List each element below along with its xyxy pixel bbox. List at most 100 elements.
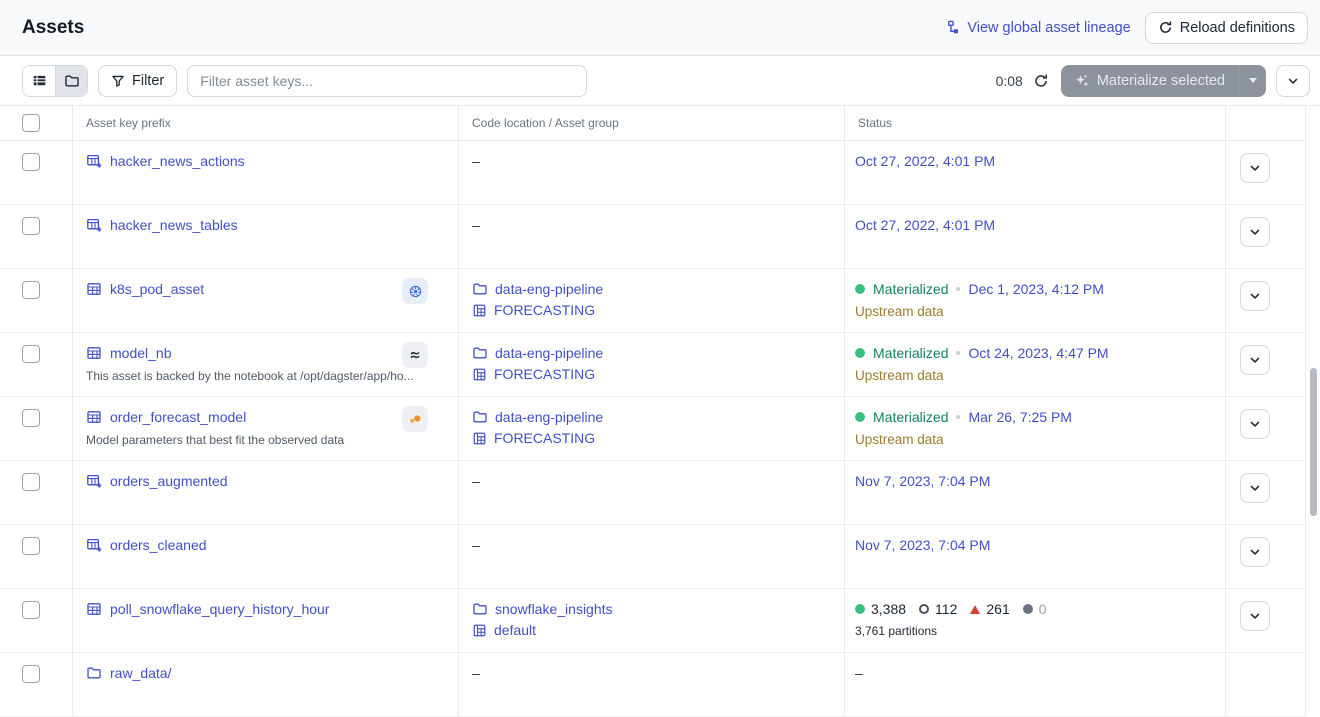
code-location-link[interactable]: data-eng-pipeline <box>472 281 844 297</box>
row-checkbox[interactable] <box>22 473 40 491</box>
materialization-timestamp-link[interactable]: Mar 26, 7:25 PM <box>968 409 1072 425</box>
materialization-timestamp-link[interactable]: Oct 27, 2022, 4:01 PM <box>855 153 996 169</box>
row-checkbox[interactable] <box>22 281 40 299</box>
upstream-data-label: Upstream data <box>855 304 944 319</box>
table-row: hacker_news_actions – Oct 27, 2022, 4:01 … <box>0 141 1306 205</box>
row-checkbox[interactable] <box>22 409 40 427</box>
chevron-down-icon <box>1248 545 1262 559</box>
column-header-code-location: Code location / Asset group <box>459 106 845 140</box>
row-expand-button[interactable] <box>1240 281 1270 311</box>
lineage-icon <box>945 20 960 35</box>
table-body: hacker_news_actions – Oct 27, 2022, 4:01 … <box>0 141 1320 717</box>
folder-view-button[interactable] <box>55 65 87 96</box>
materialization-timestamp-link[interactable]: Oct 27, 2022, 4:01 PM <box>855 217 996 233</box>
toolbar-collapse-button[interactable] <box>1276 64 1310 97</box>
asset-group-link[interactable]: default <box>472 622 844 638</box>
column-header-actions <box>1226 106 1306 140</box>
row-expand-button[interactable] <box>1240 473 1270 503</box>
row-expand-button[interactable] <box>1240 153 1270 183</box>
refresh-icon <box>1033 73 1049 89</box>
partition-count-dot-green: 3,388 <box>855 601 906 617</box>
reload-definitions-button[interactable]: Reload definitions <box>1144 11 1308 44</box>
asset-key-link[interactable]: model_nb <box>110 345 172 361</box>
row-checkbox[interactable] <box>22 537 40 555</box>
materialize-dropdown-button[interactable] <box>1238 64 1266 97</box>
separator-dot-icon <box>956 351 961 355</box>
row-checkbox[interactable] <box>22 153 40 171</box>
row-checkbox[interactable] <box>22 345 40 363</box>
asset-group-link[interactable]: FORECASTING <box>472 430 844 446</box>
list-view-icon <box>32 73 47 88</box>
asset-group-link[interactable]: FORECASTING <box>472 366 844 382</box>
materialized-dot-icon <box>855 348 865 358</box>
asset-key-link[interactable]: poll_snowflake_query_history_hour <box>110 601 330 617</box>
table-row: orders_augmented – Nov 7, 2023, 7:04 PM <box>0 461 1306 525</box>
view-global-asset-lineage-link[interactable]: View global asset lineage <box>945 19 1131 36</box>
table-row: model_nb This asset is backed by the not… <box>0 333 1306 397</box>
table-header: Asset key prefix Code location / Asset g… <box>0 106 1306 141</box>
asset-group-link[interactable]: FORECASTING <box>472 302 844 318</box>
list-view-button[interactable] <box>23 65 55 96</box>
lineage-link-label: View global asset lineage <box>967 19 1131 36</box>
materialization-timestamp-link[interactable]: Nov 7, 2023, 7:04 PM <box>855 473 991 489</box>
asset-description: Model parameters that best fit the obser… <box>86 433 345 447</box>
asset-group-icon <box>472 623 487 638</box>
asset-group-icon <box>472 367 487 382</box>
asset-key-link[interactable]: hacker_news_tables <box>110 217 238 233</box>
table-plus-icon <box>86 153 102 169</box>
reload-definitions-label: Reload definitions <box>1179 19 1295 36</box>
table-row: raw_data/ – – <box>0 653 1306 717</box>
table-row: hacker_news_tables – Oct 27, 2022, 4:01 P… <box>0 205 1306 269</box>
materialization-timestamp-link[interactable]: Oct 24, 2023, 4:47 PM <box>968 345 1109 361</box>
refresh-icon <box>1158 20 1173 35</box>
filter-button[interactable]: Filter <box>98 64 178 97</box>
materialized-status-label: Materialized <box>873 409 949 425</box>
code-location-link[interactable]: snowflake_insights <box>472 601 844 617</box>
row-expand-button[interactable] <box>1240 537 1270 567</box>
row-checkbox[interactable] <box>22 601 40 619</box>
triangle-red-icon <box>970 604 981 614</box>
asset-key-link[interactable]: k8s_pod_asset <box>110 281 205 297</box>
empty-location: – <box>472 473 480 489</box>
table-icon <box>86 281 102 297</box>
asset-filter-input[interactable] <box>187 64 588 97</box>
row-expand-button[interactable] <box>1240 217 1270 247</box>
materialize-selected-label: Materialize selected <box>1096 72 1225 89</box>
asset-key-link[interactable]: hacker_news_actions <box>110 153 245 169</box>
materialize-selected-button[interactable]: Materialize selected <box>1061 65 1238 97</box>
chevron-down-icon <box>1248 481 1262 495</box>
code-location-link[interactable]: data-eng-pipeline <box>472 345 844 361</box>
table-plus-icon <box>86 537 102 553</box>
row-expand-button[interactable] <box>1240 601 1270 631</box>
row-checkbox[interactable] <box>22 217 40 235</box>
kubernetes-badge-icon <box>402 278 428 304</box>
table-row: orders_cleaned – Nov 7, 2023, 7:04 PM <box>0 525 1306 589</box>
page-header: Assets View global asset lineage Reload … <box>0 0 1320 56</box>
partition-count-dot-gray: 0 <box>1022 601 1047 617</box>
select-all-checkbox[interactable] <box>22 114 40 132</box>
scrollbar-thumb[interactable] <box>1310 368 1317 516</box>
code-location-link[interactable]: data-eng-pipeline <box>472 409 844 425</box>
materialization-timestamp-link[interactable]: Dec 1, 2023, 4:12 PM <box>968 281 1104 297</box>
folder-view-icon <box>64 73 80 89</box>
materialized-status-label: Materialized <box>873 345 949 361</box>
asset-key-link[interactable]: orders_cleaned <box>110 537 207 553</box>
chevron-down-icon <box>1248 289 1262 303</box>
asset-key-link[interactable]: raw_data/ <box>110 665 172 681</box>
asset-group-icon <box>472 431 487 446</box>
folder-icon <box>472 601 488 617</box>
table-icon <box>86 601 102 617</box>
partition-count-triangle-red: 261 <box>970 601 1010 617</box>
asset-key-link[interactable]: orders_augmented <box>110 473 228 489</box>
materialization-timestamp-link[interactable]: Nov 7, 2023, 7:04 PM <box>855 537 991 553</box>
row-checkbox[interactable] <box>22 665 40 683</box>
funnel-icon <box>111 74 125 88</box>
chevron-down-icon <box>1248 353 1262 367</box>
row-expand-button[interactable] <box>1240 409 1270 439</box>
empty-location: – <box>472 537 480 553</box>
refresh-button[interactable] <box>1031 71 1051 91</box>
dot-gray-icon <box>1022 604 1033 614</box>
folder-icon <box>472 281 488 297</box>
asset-key-link[interactable]: order_forecast_model <box>110 409 247 425</box>
row-expand-button[interactable] <box>1240 345 1270 375</box>
